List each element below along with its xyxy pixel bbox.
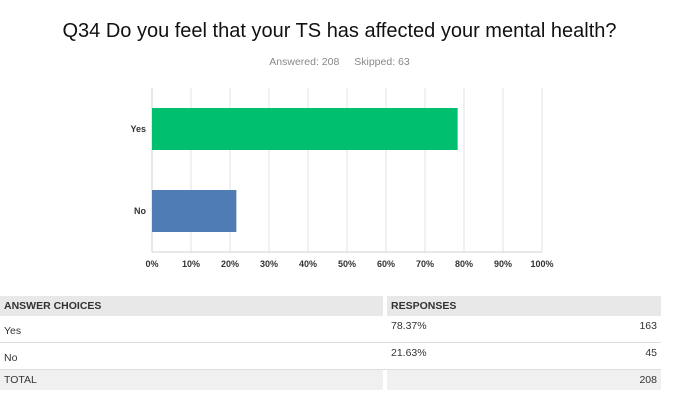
- x-tick-label: 100%: [530, 259, 553, 269]
- header-responses: RESPONSES: [387, 296, 661, 316]
- bar-chart: 0% 10% 20% 30% 40% 50% 60% 70% 80% 90% 100% Yes No: [130, 88, 554, 269]
- x-tick-label: 50%: [338, 259, 356, 269]
- question-title: Q34 Do you feel that your TS has affecte…: [62, 20, 617, 42]
- answer-table: ANSWER CHOICES RESPONSES Yes 78.37% 163 …: [0, 296, 661, 390]
- row-choice: Yes: [0, 316, 383, 343]
- table-row: Yes 78.37% 163: [0, 316, 661, 343]
- total-label: TOTAL: [0, 369, 383, 390]
- answered-count: Answered: 208: [269, 56, 340, 68]
- x-tick-label: 30%: [260, 259, 278, 269]
- x-tick-label: 0%: [145, 259, 158, 269]
- row-percent: 78.37%: [387, 316, 560, 343]
- total-count: 208: [559, 369, 661, 390]
- row-count: 163: [559, 316, 661, 343]
- x-tick-label: 60%: [377, 259, 395, 269]
- x-tick-label: 40%: [299, 259, 317, 269]
- x-tick-label: 10%: [182, 259, 200, 269]
- bar-yes: [152, 108, 458, 150]
- row-choice: No: [0, 342, 383, 370]
- x-tick-label: 70%: [416, 259, 434, 269]
- row-count: 45: [559, 342, 661, 370]
- table-row: No 21.63% 45: [0, 342, 661, 370]
- x-tick-label: 80%: [455, 259, 473, 269]
- bar-no: [152, 190, 237, 232]
- x-tick-label: 90%: [494, 259, 512, 269]
- table-header-row: ANSWER CHOICES RESPONSES: [0, 296, 661, 316]
- response-meta: Answered: 208 Skipped: 63: [0, 56, 679, 68]
- category-label: Yes: [130, 124, 146, 134]
- row-percent: 21.63%: [387, 342, 560, 370]
- header-answer-choices: ANSWER CHOICES: [0, 296, 383, 316]
- x-tick-label: 20%: [221, 259, 239, 269]
- skipped-count: Skipped: 63: [354, 56, 410, 68]
- category-label: No: [134, 206, 146, 216]
- table-total-row: TOTAL 208: [0, 369, 661, 390]
